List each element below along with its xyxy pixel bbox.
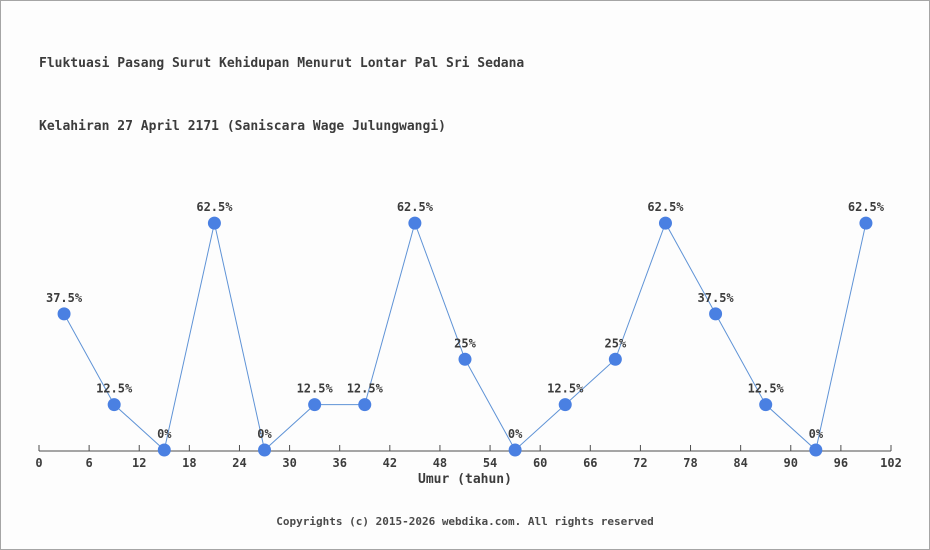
- data-point-label: 62.5%: [397, 200, 434, 214]
- x-tick-label: 12: [132, 456, 146, 470]
- data-point-label: 0%: [157, 427, 172, 441]
- data-point-label: 37.5%: [46, 291, 83, 305]
- data-point-marker: [157, 443, 171, 457]
- x-tick-label: 102: [880, 456, 902, 470]
- x-tick-label: 60: [533, 456, 547, 470]
- x-tick-label: 72: [633, 456, 647, 470]
- data-point-label: 12.5%: [547, 382, 584, 396]
- data-point-label: 12.5%: [297, 382, 334, 396]
- data-point-marker: [358, 398, 372, 412]
- data-point-label: 0%: [508, 427, 523, 441]
- data-point-marker: [458, 352, 472, 366]
- data-point-label: 62.5%: [647, 200, 684, 214]
- x-tick-label: 30: [282, 456, 296, 470]
- x-tick-label: 24: [232, 456, 246, 470]
- x-tick-label: 18: [182, 456, 196, 470]
- data-point-marker: [658, 216, 672, 230]
- data-point-marker: [308, 398, 322, 412]
- data-point-marker: [558, 398, 572, 412]
- data-point-marker: [608, 352, 622, 366]
- data-point-marker: [408, 216, 422, 230]
- data-point-label: 37.5%: [698, 291, 735, 305]
- data-point-label: 62.5%: [196, 200, 233, 214]
- data-point-label: 25%: [605, 336, 627, 350]
- x-tick-label: 84: [733, 456, 747, 470]
- x-tick-label: 48: [433, 456, 447, 470]
- data-point-marker: [258, 443, 272, 457]
- data-point-label: 12.5%: [748, 382, 785, 396]
- x-tick-label: 42: [383, 456, 397, 470]
- x-tick-label: 90: [784, 456, 798, 470]
- copyright-footer: Copyrights (c) 2015-2026 webdika.com. Al…: [276, 515, 654, 528]
- data-point-marker: [207, 216, 221, 230]
- x-tick-label: 36: [332, 456, 346, 470]
- data-point-label: 62.5%: [848, 200, 885, 214]
- x-tick-label: 0: [35, 456, 42, 470]
- data-point-marker: [759, 398, 773, 412]
- x-tick-label: 96: [834, 456, 848, 470]
- chart-title-line2: Kelahiran 27 April 2171 (Saniscara Wage …: [39, 119, 446, 134]
- data-point-marker: [57, 307, 71, 321]
- data-point-marker: [107, 398, 121, 412]
- x-tick-label: 78: [683, 456, 697, 470]
- chart-title: Fluktuasi Pasang Surut Kehidupan Menurut…: [39, 11, 524, 179]
- data-point-label: 0%: [257, 427, 272, 441]
- data-point-label: 0%: [809, 427, 824, 441]
- data-point-label: 12.5%: [96, 382, 133, 396]
- data-point-label: 25%: [454, 336, 476, 350]
- data-point-label: 12.5%: [347, 382, 384, 396]
- chart-title-line1: Fluktuasi Pasang Surut Kehidupan Menurut…: [39, 56, 525, 71]
- x-axis-title: Umur (tahun): [418, 472, 512, 487]
- x-tick-label: 66: [583, 456, 597, 470]
- x-tick-label: 6: [86, 456, 93, 470]
- data-point-marker: [709, 307, 723, 321]
- data-point-marker: [809, 443, 823, 457]
- data-point-marker: [508, 443, 522, 457]
- x-tick-label: 54: [483, 456, 497, 470]
- data-point-marker: [859, 216, 873, 230]
